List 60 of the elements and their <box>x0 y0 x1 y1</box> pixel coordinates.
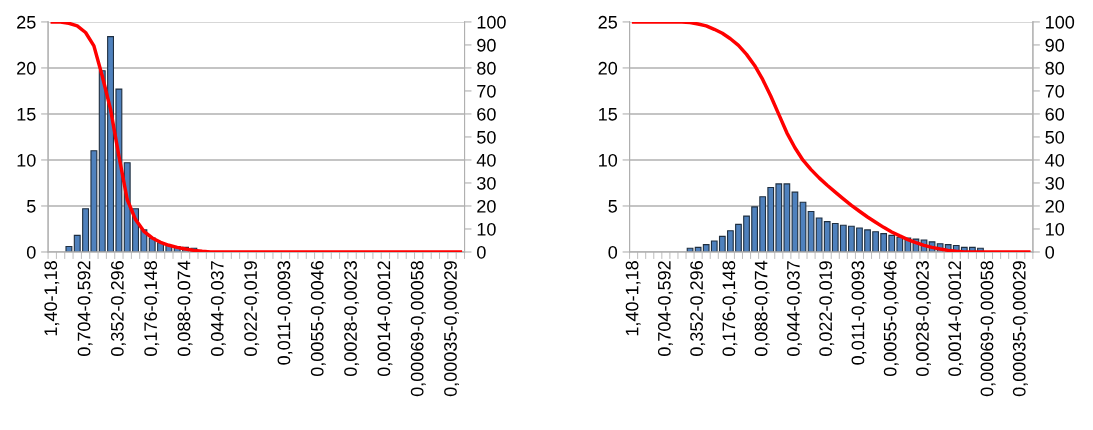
x-tick-label: 0,176-0,148 <box>722 261 738 356</box>
y-tick-label: 15 <box>17 108 36 121</box>
x-tick-label: 0,0055-0,0046 <box>310 261 326 377</box>
y2-tick-label: 50 <box>477 130 496 144</box>
y2-tick-label: 100 <box>1046 15 1075 29</box>
y2-tick-label: 100 <box>477 15 506 29</box>
y2-tick-label: 20 <box>477 199 496 213</box>
x-tick-label: 1,40-1,18 <box>44 261 60 336</box>
x-tick-label: 0,0055-0,0046 <box>883 261 899 377</box>
x-tick-label: 0,0014-0,0012 <box>948 261 964 377</box>
x-tick-label: 0,0014-0,0012 <box>377 261 393 377</box>
y-tick-label: 15 <box>599 108 618 121</box>
x-tick-label: 0,352-0,296 <box>690 261 706 356</box>
y-tick-label: 20 <box>17 61 36 75</box>
y-tick-label: 0 <box>26 245 36 259</box>
y2-tick-label: 30 <box>1045 176 1065 190</box>
x-tick-label: 0,704-0,592 <box>77 261 93 356</box>
x-tick-label: 1,40-1,18 <box>625 261 641 336</box>
x-tick-label: 0,088-0,074 <box>177 260 193 356</box>
y2-tick-label: 90 <box>477 38 496 52</box>
y2-tick-label: 20 <box>1045 199 1065 213</box>
y2-tick-label: 0 <box>477 245 486 259</box>
y-tick-label: 0 <box>608 245 618 259</box>
y2-tick-label: 70 <box>1045 84 1065 98</box>
y-tick-label: 25 <box>17 15 36 29</box>
y2-tick-label: 90 <box>1045 38 1065 52</box>
y2-tick-label: 50 <box>1045 130 1065 144</box>
y2-tick-label: 0 <box>1045 245 1055 259</box>
y-tick-label: 20 <box>598 61 618 75</box>
x-tick-label: 0,088-0,074 <box>754 260 770 356</box>
y2-tick-label: 30 <box>477 176 496 190</box>
x-tick-label: 0,0028-0,0023 <box>916 261 931 377</box>
x-tick-label: 0,352-0,296 <box>110 261 126 356</box>
x-tick-label: 0,176-0,148 <box>144 261 160 356</box>
x-tick-label: 0,011-0,0093 <box>277 261 293 365</box>
y2-tick-label: 40 <box>1045 153 1065 167</box>
x-tick-label: 0,00069-0,00058 <box>980 261 996 397</box>
y2-tick-label: 80 <box>477 61 496 75</box>
y-tick-label: 25 <box>598 15 618 29</box>
y2-tick-label: 60 <box>1045 107 1065 121</box>
y2-tick-label: 60 <box>477 107 496 121</box>
x-tick-label: 0,044-0,037 <box>786 261 802 356</box>
y-tick-label: 10 <box>17 153 36 167</box>
x-tick-label: 0,00035-0,00029 <box>1012 261 1028 397</box>
x-tick-label: 0,00035-0,00029 <box>444 261 460 397</box>
x-tick-label: 0,011-0,0093 <box>851 261 867 365</box>
y2-tick-label: 80 <box>1045 61 1065 75</box>
y2-tick-label: 10 <box>1046 222 1065 236</box>
x-tick-label: 0,022-0,019 <box>819 261 835 356</box>
x-tick-label: 0,044-0,037 <box>210 261 226 356</box>
y2-tick-label: 40 <box>476 153 496 167</box>
y-tick-label: 5 <box>26 200 36 213</box>
x-tick-label: 0,022-0,019 <box>244 261 260 356</box>
y2-tick-label: 10 <box>477 222 496 236</box>
y-tick-label: 10 <box>599 153 618 167</box>
x-tick-label: 0,0028-0,0023 <box>344 261 360 377</box>
y2-tick-label: 70 <box>477 84 496 98</box>
x-tick-label: 0,704-0,592 <box>657 261 673 356</box>
y-tick-label: 5 <box>608 200 618 213</box>
x-tick-label: 0,00069-0,00058 <box>410 261 426 397</box>
